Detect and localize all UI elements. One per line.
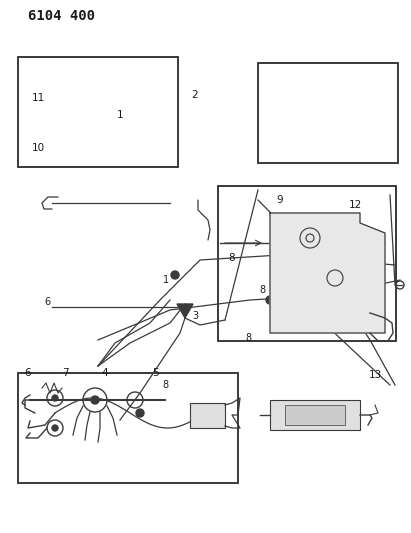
- Circle shape: [326, 269, 334, 277]
- Bar: [18, 57, 178, 167]
- Text: 12: 12: [349, 200, 362, 210]
- Polygon shape: [177, 304, 193, 318]
- Text: 3: 3: [192, 311, 198, 321]
- Circle shape: [266, 296, 274, 304]
- Bar: [285, 405, 345, 425]
- Text: 4: 4: [102, 368, 109, 378]
- Bar: [18, 373, 238, 483]
- Circle shape: [171, 271, 179, 279]
- Text: 11: 11: [31, 93, 45, 103]
- Text: 10: 10: [31, 143, 44, 153]
- Text: 8: 8: [259, 285, 265, 295]
- Text: 1: 1: [117, 110, 123, 120]
- Circle shape: [136, 409, 144, 417]
- Circle shape: [52, 425, 58, 431]
- Bar: [218, 186, 396, 341]
- Text: 8: 8: [245, 333, 251, 343]
- Text: 6: 6: [44, 297, 50, 307]
- Text: 1: 1: [163, 275, 169, 285]
- Text: 8: 8: [162, 380, 168, 390]
- Text: 2: 2: [192, 90, 199, 100]
- Bar: [190, 403, 225, 428]
- Text: 6104 400: 6104 400: [28, 9, 95, 23]
- Polygon shape: [270, 213, 385, 333]
- Text: 13: 13: [368, 370, 382, 380]
- Text: 7: 7: [62, 368, 68, 378]
- Bar: [270, 400, 360, 430]
- Bar: [258, 63, 398, 163]
- Circle shape: [52, 395, 58, 401]
- Text: 6: 6: [25, 368, 31, 378]
- Text: 5: 5: [152, 368, 158, 378]
- Text: 8: 8: [229, 253, 236, 263]
- Circle shape: [91, 396, 99, 404]
- Text: 9: 9: [277, 195, 283, 205]
